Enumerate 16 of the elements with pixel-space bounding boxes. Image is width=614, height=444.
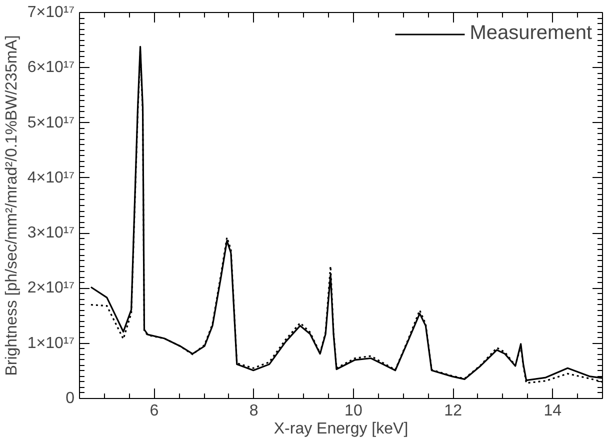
x-tick-label: 14 xyxy=(544,402,562,420)
x-tick-label: 12 xyxy=(444,402,462,420)
y-tick-label: 5×10¹⁷ xyxy=(27,114,75,132)
y-tick-label: 1×10¹⁷ xyxy=(27,334,75,352)
y-tick-label: 3×10¹⁷ xyxy=(27,224,75,242)
x-tick-label: 10 xyxy=(344,402,362,420)
y-tick-label: 7×10¹⁷ xyxy=(27,4,75,21)
y-tick-label: 6×10¹⁷ xyxy=(27,59,75,76)
y-tick-label: 4×10¹⁷ xyxy=(27,169,75,186)
x-tick-label: 6 xyxy=(150,402,159,420)
legend-label: Measurement xyxy=(470,22,592,45)
y-axis-title: Brightness [ph/sec/mm²/mrad²/0.1%BW/235mA] xyxy=(3,35,20,376)
x-axis-title: X-ray Energy [keV] xyxy=(274,420,408,438)
x-tick-label: 8 xyxy=(249,402,258,420)
y-tick-label: 2×10¹⁷ xyxy=(27,280,75,297)
y-tick-label: 0 xyxy=(66,390,75,407)
